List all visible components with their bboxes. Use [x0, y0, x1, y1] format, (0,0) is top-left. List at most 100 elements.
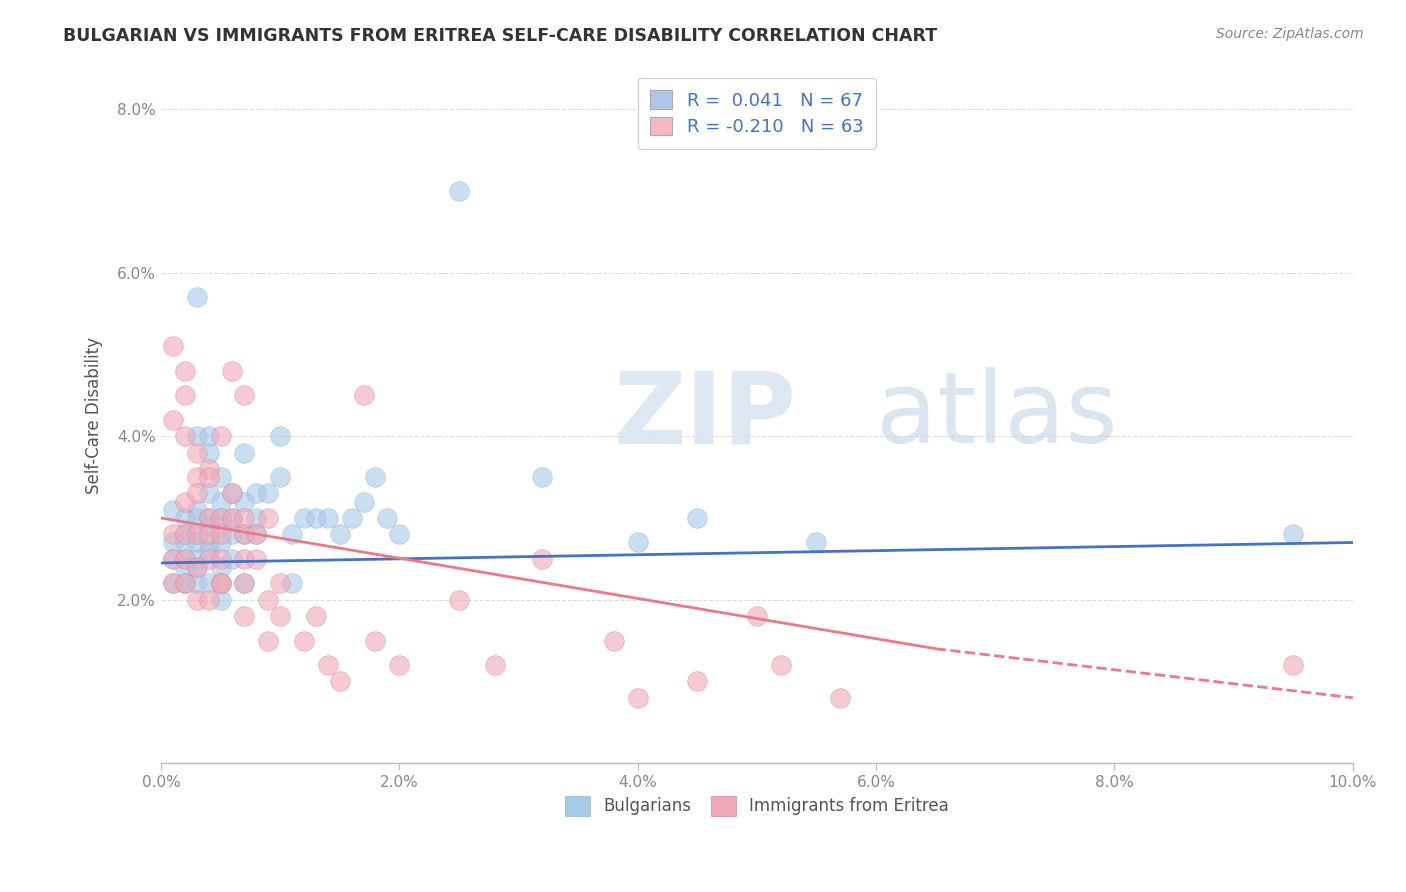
Point: [257, 592, 280, 607]
Point: [197, 576, 219, 591]
Legend: Bulgarians, Immigrants from Eritrea: Bulgarians, Immigrants from Eritrea: [557, 788, 957, 824]
Point: [197, 519, 219, 533]
Point: [531, 551, 554, 566]
Point: [186, 560, 208, 574]
Point: [209, 519, 232, 533]
Point: [173, 494, 195, 508]
Point: [186, 290, 208, 304]
Point: [209, 551, 232, 566]
Point: [173, 551, 195, 566]
Point: [186, 551, 208, 566]
Point: [197, 543, 219, 558]
Point: [316, 658, 339, 673]
Point: [209, 560, 232, 574]
Point: [245, 511, 267, 525]
Point: [233, 445, 256, 459]
Point: [173, 364, 195, 378]
Point: [233, 609, 256, 624]
Point: [316, 511, 339, 525]
Point: [269, 609, 291, 624]
Point: [329, 527, 352, 541]
Point: [603, 633, 626, 648]
Point: [186, 527, 208, 541]
Point: [209, 494, 232, 508]
Point: [745, 609, 768, 624]
Point: [197, 511, 219, 525]
Text: Source: ZipAtlas.com: Source: ZipAtlas.com: [1216, 27, 1364, 41]
Point: [209, 511, 232, 525]
Point: [221, 511, 243, 525]
Point: [186, 560, 208, 574]
Point: [221, 551, 243, 566]
Point: [173, 388, 195, 402]
Point: [292, 633, 315, 648]
Point: [197, 551, 219, 566]
Point: [447, 592, 470, 607]
Point: [353, 494, 375, 508]
Point: [292, 511, 315, 525]
Point: [686, 674, 709, 689]
Point: [257, 511, 280, 525]
Point: [173, 527, 195, 541]
Point: [269, 470, 291, 484]
Point: [305, 511, 328, 525]
Point: [197, 486, 219, 500]
Point: [233, 494, 256, 508]
Point: [686, 511, 709, 525]
Point: [173, 560, 195, 574]
Point: [627, 535, 650, 549]
Point: [233, 527, 256, 541]
Point: [233, 527, 256, 541]
Point: [830, 690, 852, 705]
Point: [162, 551, 184, 566]
Point: [245, 527, 267, 541]
Point: [233, 511, 256, 525]
Point: [186, 486, 208, 500]
Point: [162, 576, 184, 591]
Text: ZIP: ZIP: [614, 368, 797, 465]
Point: [197, 445, 219, 459]
Point: [186, 592, 208, 607]
Point: [245, 527, 267, 541]
Point: [162, 527, 184, 541]
Point: [221, 527, 243, 541]
Point: [1282, 658, 1305, 673]
Point: [627, 690, 650, 705]
Point: [173, 551, 195, 566]
Point: [329, 674, 352, 689]
Point: [162, 535, 184, 549]
Point: [209, 470, 232, 484]
Point: [806, 535, 828, 549]
Point: [186, 576, 208, 591]
Point: [769, 658, 792, 673]
Point: [209, 535, 232, 549]
Point: [197, 535, 219, 549]
Point: [353, 388, 375, 402]
Point: [197, 592, 219, 607]
Point: [305, 609, 328, 624]
Point: [209, 429, 232, 443]
Point: [209, 511, 232, 525]
Point: [173, 535, 195, 549]
Point: [388, 658, 411, 673]
Point: [186, 527, 208, 541]
Point: [257, 486, 280, 500]
Point: [281, 576, 304, 591]
Point: [209, 576, 232, 591]
Point: [186, 429, 208, 443]
Point: [209, 576, 232, 591]
Point: [245, 551, 267, 566]
Point: [377, 511, 399, 525]
Point: [209, 576, 232, 591]
Point: [233, 551, 256, 566]
Point: [221, 511, 243, 525]
Point: [197, 511, 219, 525]
Point: [162, 576, 184, 591]
Point: [173, 576, 195, 591]
Y-axis label: Self-Care Disability: Self-Care Disability: [86, 337, 103, 494]
Point: [162, 503, 184, 517]
Point: [173, 511, 195, 525]
Point: [186, 503, 208, 517]
Point: [186, 511, 208, 525]
Text: BULGARIAN VS IMMIGRANTS FROM ERITREA SELF-CARE DISABILITY CORRELATION CHART: BULGARIAN VS IMMIGRANTS FROM ERITREA SEL…: [63, 27, 938, 45]
